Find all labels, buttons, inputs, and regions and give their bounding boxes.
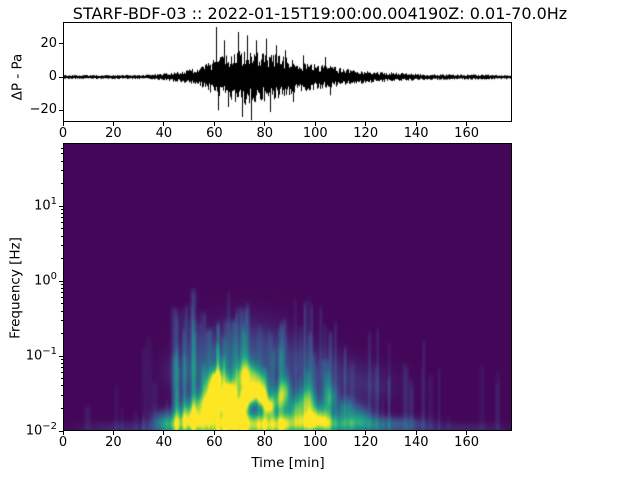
spectrogram-ytick-label: 10−2 <box>25 421 57 439</box>
spectrogram-ytick-minor <box>61 160 63 162</box>
waveform-xtick <box>163 122 165 126</box>
spectrogram-xtick-label: 120 <box>353 435 379 450</box>
spectrogram-ytick-minor <box>61 258 63 260</box>
spectrogram-ytick-minor <box>61 217 63 219</box>
spectrogram-ytick-minor <box>61 378 63 380</box>
spectrogram-ytick-minor <box>61 372 63 374</box>
waveform-xtick-label: 40 <box>155 126 173 141</box>
spectrogram-xtick-label: 140 <box>403 435 429 450</box>
spectrogram-ytick-minor <box>61 213 63 215</box>
spectrogram-ytick-minor <box>61 367 63 369</box>
spectrogram-xtick-label: 160 <box>454 435 480 450</box>
waveform-xtick-label: 20 <box>105 126 122 141</box>
spectrogram-xtick <box>264 431 266 435</box>
spectrogram-ytick-minor <box>61 319 63 321</box>
spectrogram-xtick-label: 40 <box>155 435 173 450</box>
waveform-ytick <box>59 109 63 111</box>
spectrogram-ytick-minor <box>61 244 63 246</box>
spectrogram-ytick-minor <box>61 287 63 289</box>
spectrogram-plot <box>63 143 512 431</box>
spectrogram-panel <box>63 143 512 431</box>
spectrogram-ytick-minor <box>61 228 63 230</box>
waveform-xtick <box>466 122 468 126</box>
spectrogram-ytick-minor <box>61 147 63 149</box>
waveform-xtick <box>415 122 417 126</box>
waveform-xtick <box>365 122 367 126</box>
spectrogram-xtick <box>415 431 417 435</box>
spectrogram-ytick-minor <box>61 209 63 211</box>
spectrogram-ytick-minor <box>61 170 63 172</box>
waveform-xtick-label: 140 <box>403 126 429 141</box>
spectrogram-xtick <box>62 431 64 435</box>
waveform-xtick-label: 100 <box>302 126 328 141</box>
spectrogram-ytick <box>59 205 63 207</box>
spectrogram-ytick-minor <box>61 359 63 361</box>
spectrogram-xtick-label: 80 <box>256 435 274 450</box>
waveform-xtick-label: 160 <box>454 126 480 141</box>
waveform-xtick <box>213 122 215 126</box>
spectrogram-ylabel: Frequency [Hz] <box>7 237 24 339</box>
spectrogram-ytick-minor <box>61 284 63 286</box>
spectrogram-ytick-minor <box>61 297 63 299</box>
spectrogram-xtick-label: 20 <box>105 435 122 450</box>
waveform-xtick-label: 80 <box>256 126 274 141</box>
spectrogram-xtick <box>163 431 165 435</box>
spectrogram-ytick <box>59 280 63 282</box>
spectrogram-ytick-minor <box>61 235 63 237</box>
spectrogram-ytick-minor <box>61 362 63 364</box>
waveform-xtick <box>62 122 64 126</box>
spectrogram-ytick-minor <box>61 333 63 335</box>
waveform-panel <box>63 22 512 122</box>
spectrogram-ytick-minor <box>61 385 63 387</box>
spectrogram-ytick <box>59 430 63 432</box>
spectrogram-ytick-minor <box>61 153 63 155</box>
spectrogram-ytick <box>59 355 63 357</box>
figure-title: STARF-BDF-03 :: 2022-01-15T19:00:00.0041… <box>72 4 568 23</box>
spectrogram-xtick-label: 60 <box>206 435 223 450</box>
waveform-xtick-label: 0 <box>58 126 68 141</box>
spectrogram-xtick-label: 0 <box>58 435 68 450</box>
waveform-xtick-label: 120 <box>353 126 379 141</box>
spectrogram-xtick <box>365 431 367 435</box>
spectrogram-ytick-minor <box>61 183 63 185</box>
waveform-xtick <box>112 122 114 126</box>
spectrogram-ytick-minor <box>61 407 63 409</box>
spectrogram-ytick-label: 101 <box>34 196 57 214</box>
waveform-xtick-label: 60 <box>206 126 223 141</box>
spectrogram-ytick-minor <box>61 222 63 224</box>
waveform-ytick <box>59 43 63 45</box>
waveform-ytick-label: −20 <box>29 102 57 118</box>
spectrogram-xlabel: Time [min] <box>251 455 325 471</box>
waveform-plot <box>63 22 512 122</box>
spectrogram-ytick-minor <box>61 292 63 294</box>
waveform-ytick-label: 20 <box>40 35 57 51</box>
spectrogram-ytick-minor <box>61 303 63 305</box>
waveform-xtick <box>314 122 316 126</box>
spectrogram-xtick <box>314 431 316 435</box>
spectrogram-ytick-label: 100 <box>34 271 57 289</box>
waveform-ytick <box>59 76 63 78</box>
spectrogram-xtick <box>466 431 468 435</box>
spectrogram-xtick <box>213 431 215 435</box>
spectrogram-ytick-label: 10−1 <box>25 346 57 364</box>
spectrogram-xtick <box>112 431 114 435</box>
spectrogram-ytick-minor <box>61 394 63 396</box>
spectrogram-xtick-label: 100 <box>302 435 328 450</box>
waveform-ytick-label: 0 <box>48 69 57 84</box>
waveform-xtick <box>264 122 266 126</box>
spectrogram-ytick-minor <box>61 310 63 312</box>
